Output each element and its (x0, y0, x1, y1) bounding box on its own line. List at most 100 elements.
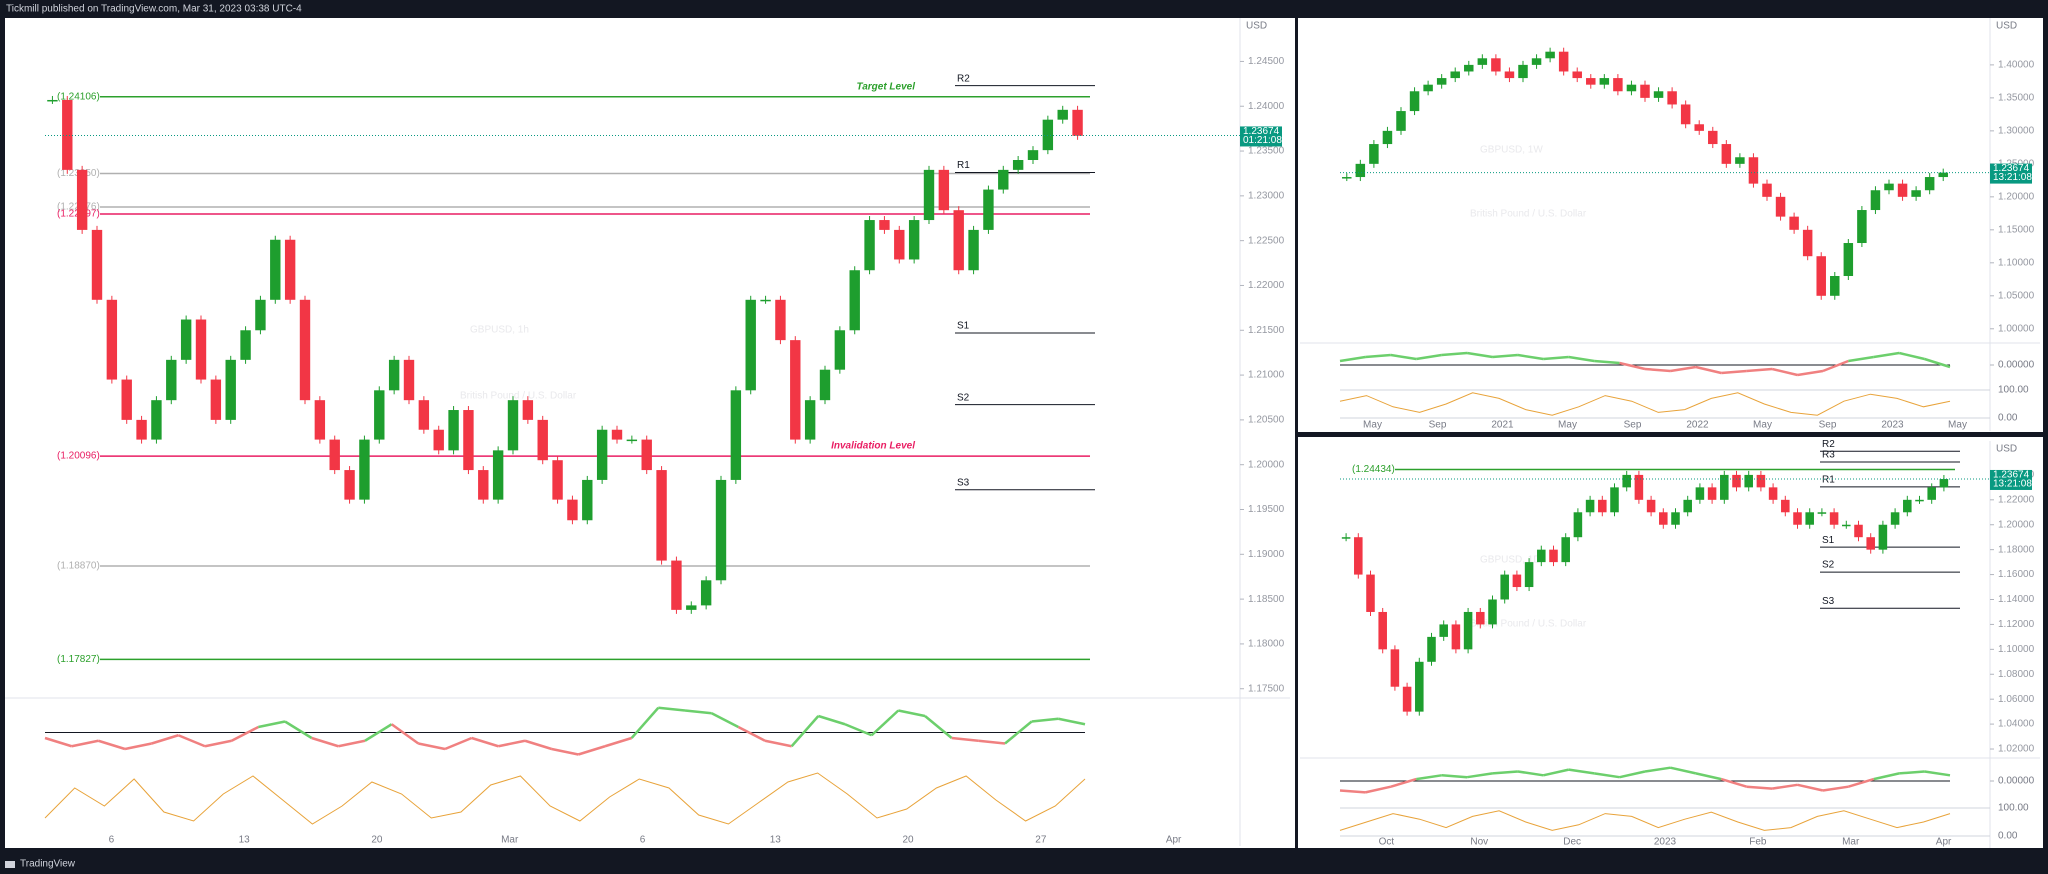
candle-body (923, 169, 935, 221)
stoch-tick-label: 0.00 (1998, 413, 2018, 424)
candle-body (1927, 487, 1936, 500)
candle-body (151, 400, 162, 440)
oscillator-segment (870, 709, 900, 737)
candle-body (180, 319, 192, 360)
candle-body (270, 239, 281, 300)
x-tick-label: Mar (1842, 837, 1860, 848)
y-tick-label: 1.24000 (1248, 101, 1285, 112)
oscillator-segment (1670, 766, 1697, 775)
oscillator-segment (1644, 367, 1671, 373)
x-tick-label: 2023 (1654, 837, 1677, 848)
oscillator-segment (604, 736, 633, 748)
y-tick-label: 1.24500 (1248, 56, 1285, 67)
oscillator-segment (630, 706, 660, 739)
candle-body (611, 429, 623, 440)
y-tick-label: 1.20500 (1248, 415, 1285, 426)
watermark-symbol: GBPUSD, 1W (1480, 145, 1543, 156)
panel-top-right (1298, 18, 2043, 432)
candle-body (210, 379, 222, 420)
osc-tick-label: 0.00000 (1998, 776, 2035, 787)
candle-body (1816, 256, 1826, 296)
candle-body (656, 470, 667, 561)
candle-body (314, 400, 326, 440)
y-tick-label: 1.18000 (1248, 639, 1285, 650)
candle-body (1911, 190, 1921, 197)
candle-body (1866, 537, 1875, 550)
candle-body (359, 439, 370, 500)
oscillator-segment (1594, 359, 1620, 365)
oscillator-segment (1822, 785, 1849, 792)
x-tick-label: Apr (1166, 835, 1182, 846)
y-tick-label: 1.06000 (1998, 694, 2035, 705)
candle-body (819, 369, 831, 401)
candle-body (1884, 183, 1894, 191)
candle-body (1646, 499, 1656, 513)
candle-body (1027, 150, 1039, 161)
level-annotation: Target Level (856, 81, 915, 92)
oscillator-segment (1771, 783, 1798, 790)
oscillator-segment (1746, 785, 1773, 790)
candle-body (47, 99, 58, 102)
candle-body (1622, 474, 1631, 488)
candle-body (745, 299, 756, 391)
oscillator-segment (737, 725, 766, 742)
oscillator-segment (1492, 353, 1519, 359)
candle-body (1793, 512, 1802, 525)
oscillator-segment (1365, 785, 1392, 794)
y-tick-label: 1.20000 (1998, 519, 2035, 530)
y-tick-label: 1.08000 (1998, 669, 2035, 680)
currency-label: USD (1996, 21, 2017, 32)
candle-body (1012, 160, 1024, 170)
candle-body (1355, 163, 1366, 178)
oscillator-segment (498, 739, 526, 748)
level-label: (1.17827) (57, 654, 100, 665)
candle-body (463, 410, 474, 471)
candle-body (1464, 64, 1474, 72)
pivot-label: S3 (1822, 596, 1835, 607)
candle-body (790, 340, 801, 440)
candle-body (1939, 479, 1949, 488)
candle-body (1451, 624, 1461, 650)
candle-body (1476, 611, 1485, 625)
y-tick-label: 1.22000 (1248, 280, 1285, 291)
pivot-label: S2 (1822, 560, 1835, 571)
candle-body (908, 220, 920, 260)
candle-body (522, 400, 534, 420)
candle-body (1341, 537, 1351, 539)
candle-body (1518, 64, 1528, 79)
candle-body (1342, 177, 1352, 179)
oscillator-segment (1924, 770, 1951, 777)
last-price-tag (1990, 163, 2032, 184)
x-tick-label: 6 (640, 835, 646, 846)
stoch-line (44, 772, 1086, 825)
candle-body (1402, 686, 1412, 712)
candle-body (1504, 71, 1515, 79)
pivot-label: S1 (1822, 535, 1835, 546)
x-tick-label: Sep (1429, 420, 1447, 431)
oscillator-segment (1365, 353, 1391, 359)
candle-body (983, 189, 994, 230)
candle-body (1500, 574, 1509, 600)
stoch-tick-label: 100.00 (1998, 385, 2029, 396)
candle-body (567, 499, 578, 521)
oscillator-segment (1058, 717, 1086, 726)
oscillator-segment (1441, 774, 1468, 779)
oscillator-segment (1924, 357, 1951, 369)
y-tick-label: 1.21000 (1248, 370, 1285, 381)
candle-body (1409, 91, 1420, 112)
footer-brand: TradingView (20, 859, 76, 870)
oscillator-segment (577, 745, 606, 756)
panel-left (5, 18, 1295, 848)
candle-body (492, 450, 504, 500)
candle-body (1720, 474, 1729, 500)
candle-body (1707, 487, 1717, 500)
candle-body (834, 330, 846, 370)
candle-body (1545, 51, 1555, 59)
candle-body (1938, 172, 1948, 178)
oscillator-segment (177, 734, 206, 748)
oscillator-segment (204, 739, 232, 748)
candle-body (1915, 499, 1924, 502)
candle-body (1396, 111, 1406, 131)
level-label: (1.24434) (1352, 464, 1395, 475)
candle-body (1781, 499, 1790, 513)
